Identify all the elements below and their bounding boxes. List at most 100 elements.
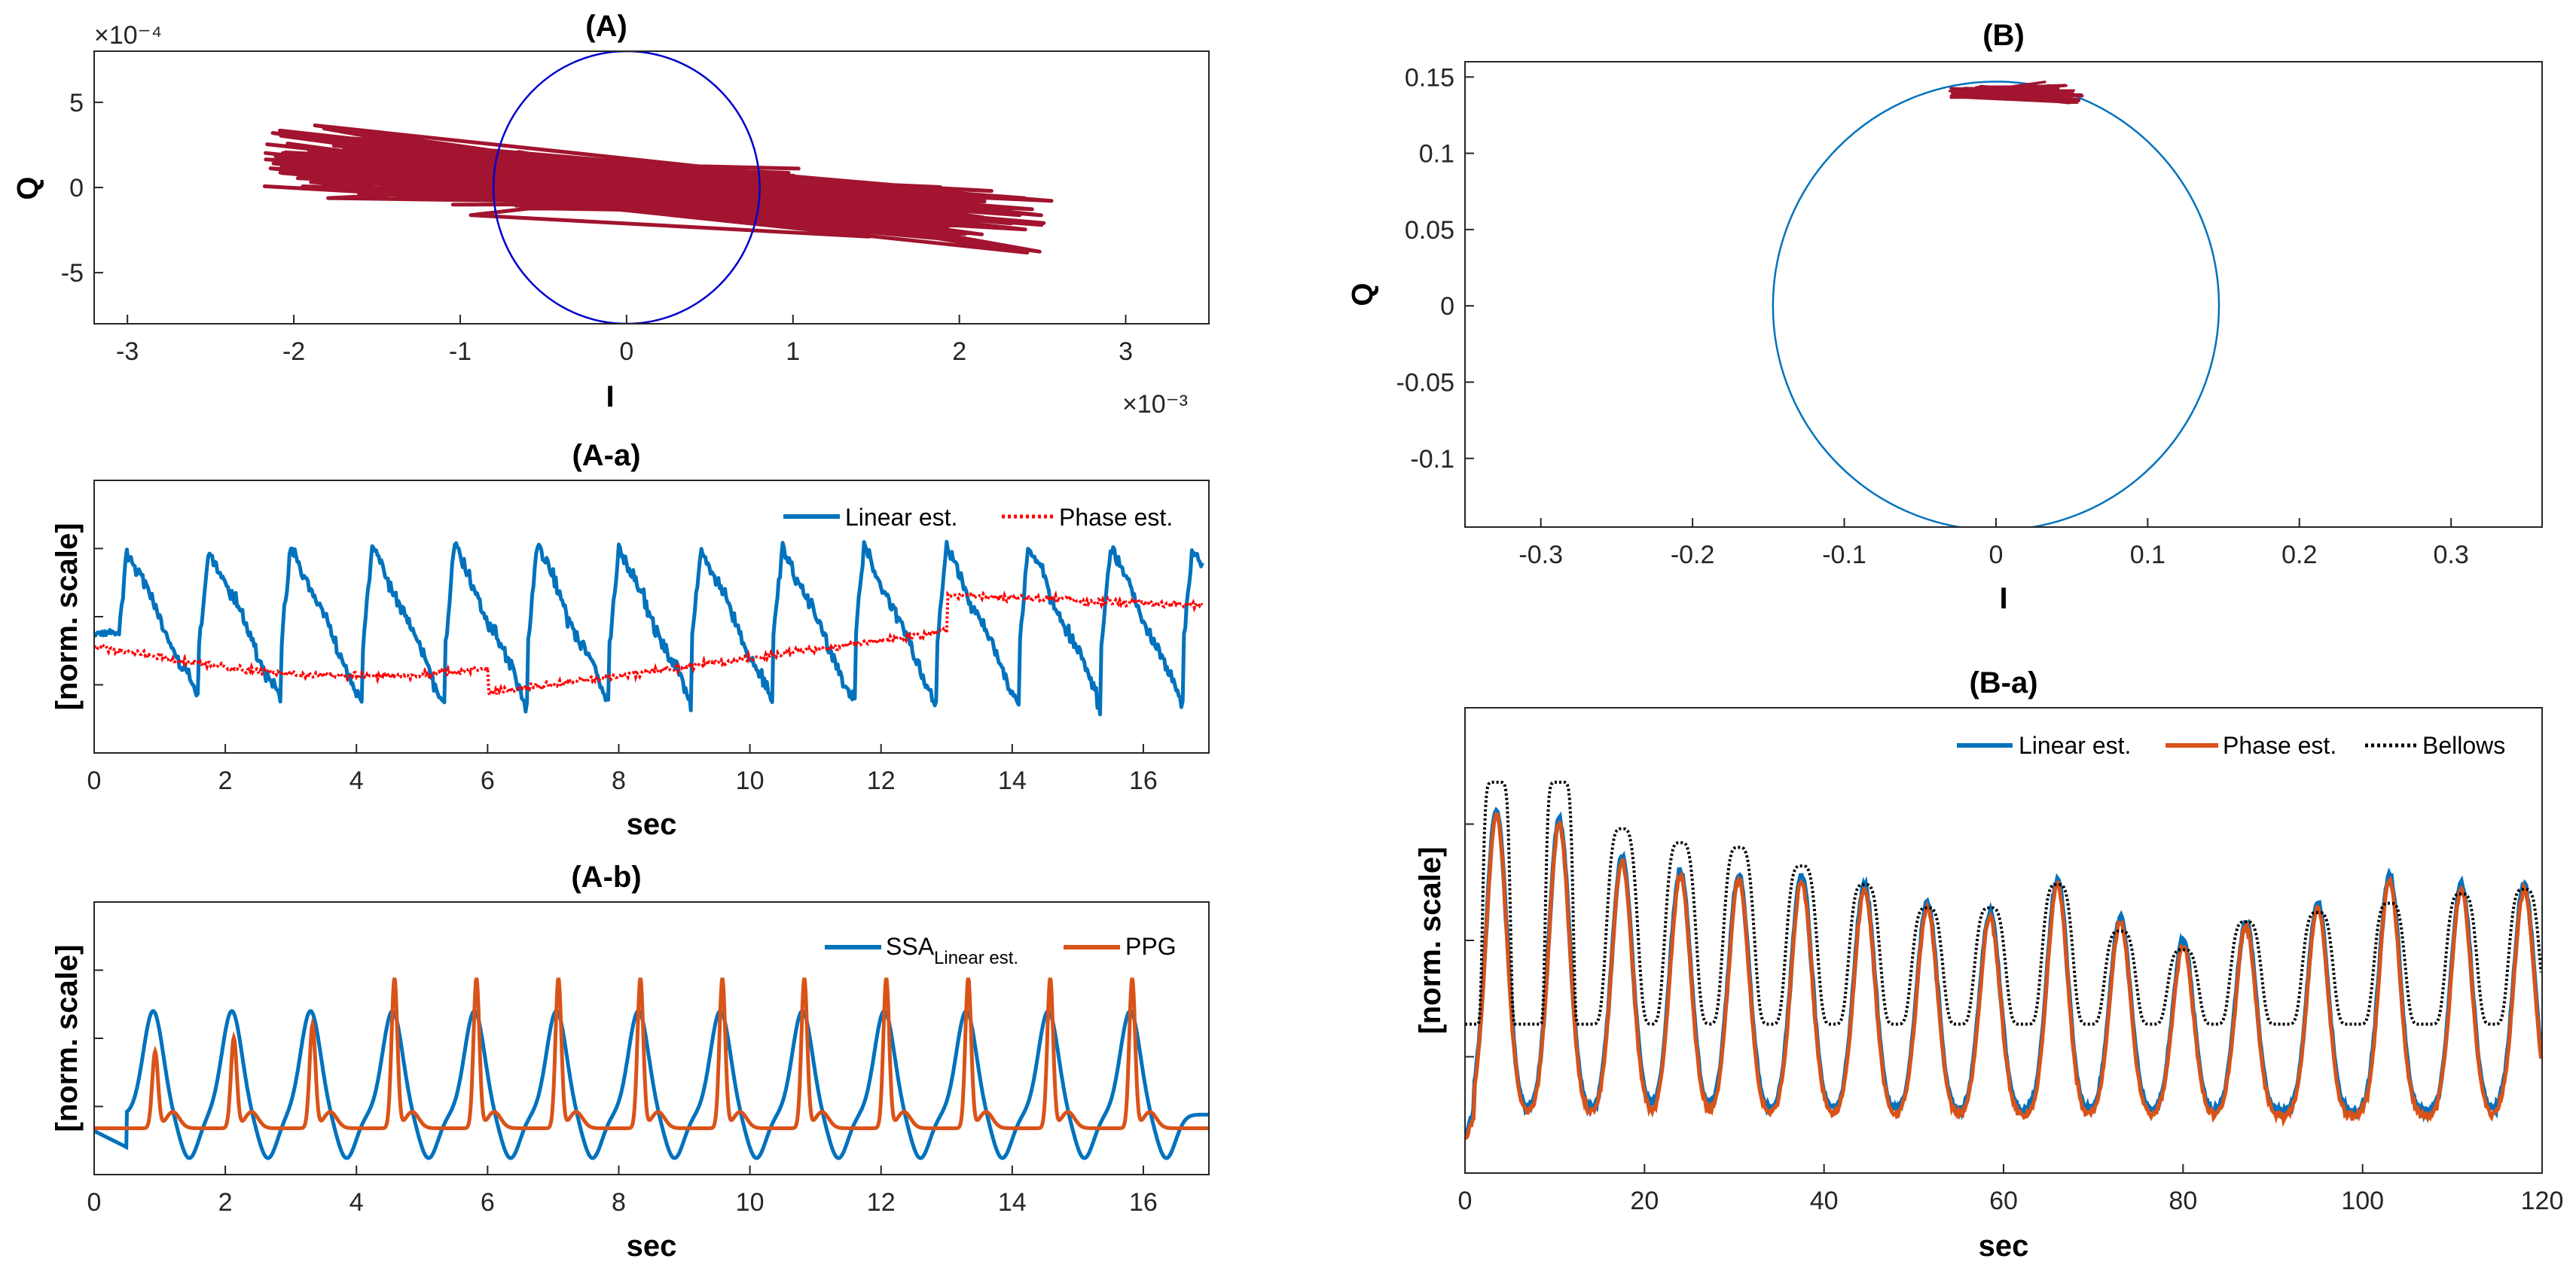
panel-a-b-x-ticks: 0 2 4 6 8 10 12 14 16 xyxy=(87,1166,1158,1217)
panel-a-a-linear-est-line xyxy=(94,540,1204,717)
panel-a-x-exponent: ×10⁻³ xyxy=(1122,390,1188,419)
panel-b-y-tick-label: -0.1 xyxy=(1410,445,1454,474)
panel-a-a-x-tick-label: 4 xyxy=(349,766,364,795)
panel-b-x-tick-label: 0.1 xyxy=(2130,541,2165,569)
panel-a-a-x-ticks: 0 2 4 6 8 10 12 14 16 xyxy=(87,744,1158,795)
panel-b-y-tick-label: 0 xyxy=(1440,292,1454,321)
panel-a-b-x-tick-label: 4 xyxy=(349,1188,364,1217)
panel-b-a-x-tick-label: 40 xyxy=(1810,1187,1839,1215)
panel-a-x-tick-label: 0 xyxy=(619,337,633,366)
panel-a-b-ssa-line xyxy=(94,1009,1209,1160)
legend-b-phase-est-label: Phase est. xyxy=(2223,732,2336,759)
panel-a-a-x-tick-label: 12 xyxy=(867,766,896,795)
legend-ppg-label: PPG xyxy=(1125,933,1177,960)
panel-a-a-x-tick-label: 2 xyxy=(218,766,233,795)
panel-a-b-x-tick-label: 0 xyxy=(87,1188,102,1217)
legend-phase-est-label: Phase est. xyxy=(1059,504,1173,531)
panel-b-plot-area xyxy=(1772,81,2220,527)
panel-a-y-label: Q xyxy=(11,176,44,200)
panel-b-x-ticks: -0.3 -0.2 -0.1 0 0.1 0.2 0.3 xyxy=(1518,518,2469,569)
panel-a-a-y-label: [norm. scale] xyxy=(50,523,84,711)
panel-b-a-plot-area xyxy=(1465,780,2542,1140)
legend-ssa-label: SSALinear est. xyxy=(886,933,1018,968)
panel-a-b-plot-area xyxy=(94,977,1209,1160)
panel-b-a-y-label: [norm. scale] xyxy=(1414,847,1447,1035)
panel-a-b-title: (A-b) xyxy=(571,861,641,894)
panel-b-a-y-ticks xyxy=(1465,823,1474,1058)
panel-a-b: (A-b) 0 2 4 6 8 10 12 14 16 SSALinear est. PPG s… xyxy=(50,861,1210,1263)
panel-b-y-tick-label: 0.1 xyxy=(1419,140,1454,169)
legend-ssa-subscript: Linear est. xyxy=(934,948,1018,968)
panel-a-b-x-tick-label: 2 xyxy=(218,1188,233,1217)
panel-a-plot-area xyxy=(262,51,1054,324)
panel-a-a-x-tick-label: 10 xyxy=(736,766,765,795)
panel-b-y-tick-label: 0.15 xyxy=(1405,63,1454,92)
panel-a-a-x-tick-label: 8 xyxy=(612,766,626,795)
panel-a-a-legend: Linear est. Phase est. xyxy=(783,504,1173,531)
panel-a-y-tick-label: 0 xyxy=(69,174,84,203)
legend-b-linear-est-label: Linear est. xyxy=(2019,732,2131,759)
panel-b-a-phase-est-line xyxy=(1465,811,2542,1140)
panel-b-a-legend: Linear est. Phase est. Bellows xyxy=(1957,732,2505,759)
panel-b-y-ticks: -0.1 -0.05 0 0.05 0.1 0.15 xyxy=(1396,63,1474,474)
panel-a-b-x-tick-label: 12 xyxy=(867,1188,896,1217)
panel-a-b-y-ticks xyxy=(94,969,103,1108)
panel-b-a-x-tick-label: 100 xyxy=(2341,1187,2384,1215)
panel-b-y-tick-label: 0.05 xyxy=(1405,216,1454,245)
panel-b-a-x-tick-label: 20 xyxy=(1630,1187,1659,1215)
panel-a-a-title: (A-a) xyxy=(572,439,640,472)
panel-b-y-tick-label: -0.05 xyxy=(1396,369,1455,398)
panel-a-a-y-ticks xyxy=(94,547,103,686)
panel-a-a: (A-a) 0 2 4 6 8 10 12 14 16 Linear est. Phase es… xyxy=(50,439,1210,841)
panel-a-iq-trajectory xyxy=(262,123,1054,254)
panel-b-x-tick-label: 0.3 xyxy=(2434,541,2469,569)
panel-a-a-x-tick-label: 14 xyxy=(998,766,1027,795)
panel-b-a-x-tick-label: 120 xyxy=(2521,1187,2564,1215)
panel-b-x-label: I xyxy=(1999,582,2007,615)
legend-linear-est-label: Linear est. xyxy=(845,504,957,531)
panel-a-y-tick-label: 5 xyxy=(69,89,84,117)
panel-b-x-tick-label: -0.2 xyxy=(1671,541,1715,569)
panel-b-axes-box xyxy=(1464,61,2543,528)
panel-a-fitted-circle xyxy=(492,51,761,324)
panel-a-a-x-tick-label: 16 xyxy=(1129,766,1158,795)
panel-a-y-tick-label: -5 xyxy=(61,259,84,288)
panel-a-b-x-tick-label: 16 xyxy=(1129,1188,1158,1217)
panel-a-x-tick-label: -2 xyxy=(282,337,305,366)
legend-b-bellows-label: Bellows xyxy=(2422,732,2505,759)
panel-b-x-tick-label: 0.2 xyxy=(2281,541,2317,569)
panel-a-x-ticks: -3 -2 -1 0 1 2 3 xyxy=(116,315,1133,366)
panel-a-b-x-label: sec xyxy=(627,1230,677,1263)
panel-b-a-title: (B-a) xyxy=(1969,666,2037,699)
panel-a-title: (A) xyxy=(585,10,627,43)
panel-b-a-x-tick-label: 0 xyxy=(1458,1187,1473,1215)
panel-a-a-x-label: sec xyxy=(627,808,677,841)
panel-a-b-x-tick-label: 6 xyxy=(481,1188,495,1217)
panel-a-b-ppg-line xyxy=(94,977,1209,1130)
panel-a-x-tick-label: 2 xyxy=(952,337,966,366)
panel-a-b-y-label: [norm. scale] xyxy=(50,945,84,1132)
panel-b-x-tick-label: -0.3 xyxy=(1518,541,1563,569)
panel-a-x-tick-label: -1 xyxy=(449,337,472,366)
panel-a-x-tick-label: 3 xyxy=(1119,337,1133,366)
panel-b-a-bellows-line xyxy=(1465,780,2542,1026)
panel-b-title: (B) xyxy=(1982,19,2025,52)
legend-ssa-main: SSA xyxy=(886,933,935,960)
panel-a-b-x-tick-label: 8 xyxy=(612,1188,626,1217)
panel-a-a-phase-est-line xyxy=(94,589,1204,698)
panel-b-fitted-circle xyxy=(1772,81,2220,527)
panel-a-a-x-tick-label: 0 xyxy=(87,766,102,795)
panel-b-x-tick-label: 0 xyxy=(1988,541,2003,569)
panel-a-x-label: I xyxy=(606,380,614,413)
panel-a-b-x-tick-label: 10 xyxy=(736,1188,765,1217)
panel-a-a-plot-area xyxy=(94,540,1204,717)
panel-a: (A) -3 -2 -1 0 1 2 3 -5 0 5 ×10⁻⁴ ×10⁻³ I Q xyxy=(11,10,1210,419)
panel-b-a-x-tick-label: 60 xyxy=(1989,1187,2018,1215)
panel-a-b-legend: SSALinear est. PPG xyxy=(825,933,1177,968)
panel-b-y-label: Q xyxy=(1346,282,1379,306)
panel-b-a-x-tick-label: 80 xyxy=(2169,1187,2197,1215)
panel-b: (B) -0.3 -0.2 -0.1 0 0.1 0.2 0.3 -0.1 -0.05 0 0.0… xyxy=(1346,19,2543,615)
panel-a-y-exponent: ×10⁻⁴ xyxy=(94,21,162,50)
panel-a-b-x-tick-label: 14 xyxy=(998,1188,1027,1217)
